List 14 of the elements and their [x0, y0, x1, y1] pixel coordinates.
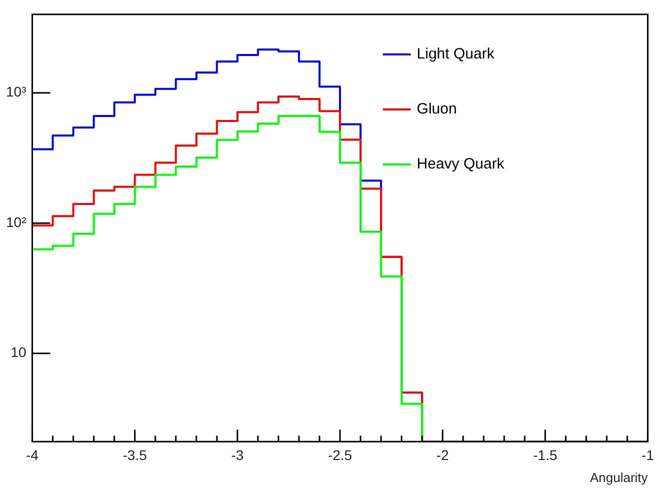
x-tick-label: -3.5	[122, 446, 148, 463]
y-tick-label: 10³	[6, 84, 27, 100]
x-tick-label: -2	[436, 446, 450, 463]
y-tick-label: 10²	[6, 214, 27, 230]
x-tick-label: -3	[231, 446, 244, 463]
x-tick-label: -1	[642, 446, 654, 463]
x-tick-label: -4	[26, 446, 39, 463]
legend-label: Light Quark	[416, 46, 495, 63]
legend-label: Heavy Quark	[416, 156, 505, 173]
x-axis-title: Angularity	[590, 470, 648, 485]
x-tick-label: -2.5	[328, 446, 352, 463]
legend-label: Gluon	[416, 100, 457, 118]
y-tick-label: 10	[10, 344, 26, 360]
x-tick-label: -1.5	[533, 446, 558, 463]
